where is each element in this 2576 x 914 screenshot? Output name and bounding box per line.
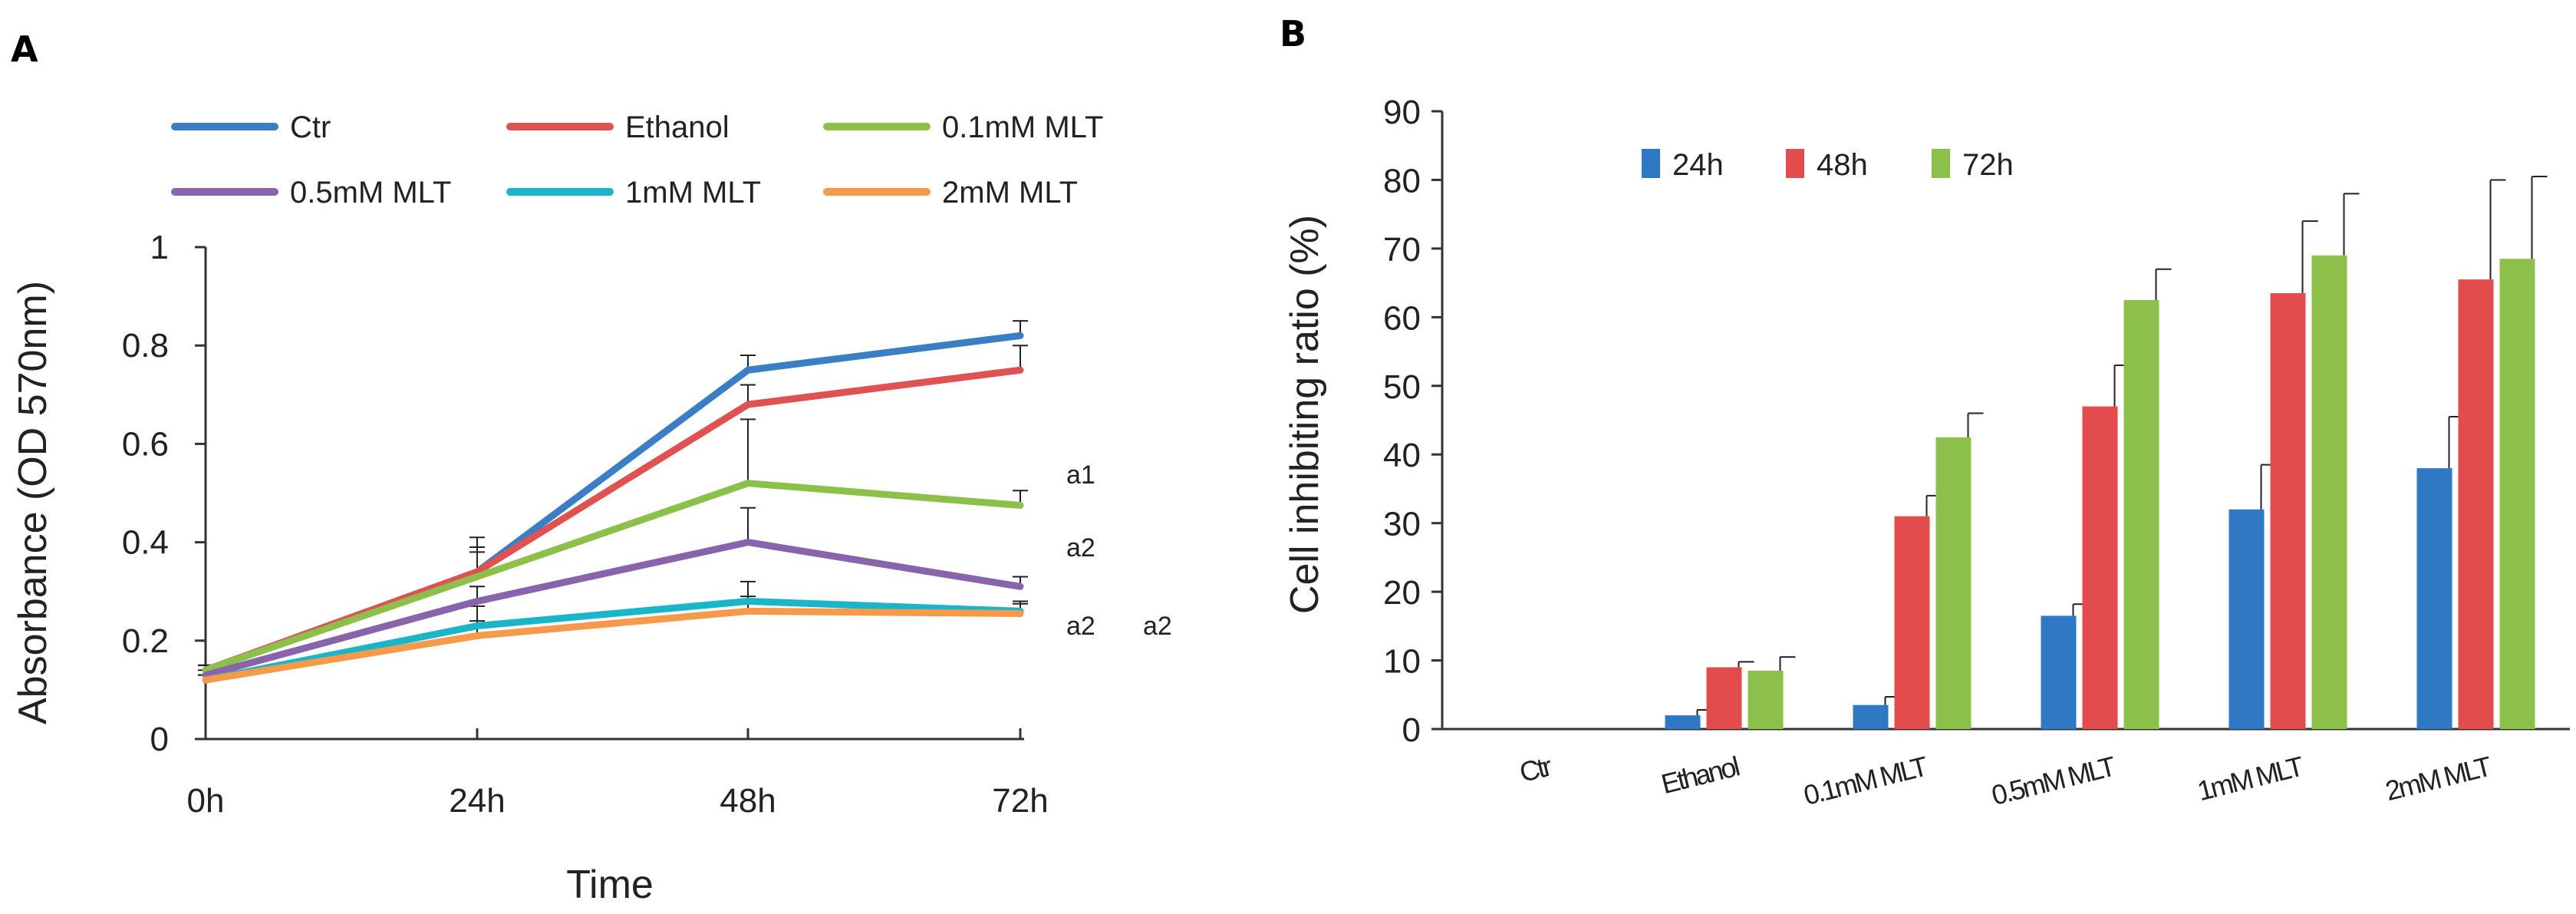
series-line-2mm-mlt [202,607,1024,684]
significance-annotation: a2 [1066,612,1095,641]
y-tick-label: 50 [1383,368,1421,406]
panel-b: B 0 10 20 30 40 50 60 70 80 90 Ctr Ethanol 0.1mM ML… [1280,13,2570,811]
panel-a-label: A [11,28,38,70]
bar-72h-4 [2311,255,2347,729]
bar-24h-1 [1665,715,1701,729]
bar-24h-5 [2416,468,2452,729]
x-tick-label: 48h [720,782,776,820]
y-tick-label: 60 [1383,299,1421,337]
bar-48h-2 [1894,516,1930,729]
category-label: Ctr [1517,750,1556,788]
panel-b-category-labels: Ctr Ethanol 0.1mM MLT 0.5mM MLT 1mM MLT 2mM M… [1517,750,2495,811]
category-label: 0.1mM MLT [1800,750,1931,811]
bar-48h-4 [2270,293,2306,729]
series-line-0-5mm-mlt [202,539,1024,679]
significance-annotation: a2 [1066,533,1095,563]
panel-b-bars [1665,175,2548,729]
panel-b-y-ticks: 0 10 20 30 40 50 60 70 80 90 [1383,94,1442,749]
legend-swatch [1786,149,1804,178]
panel-a-legend: Ctr Ethanol 0.1mM MLT 0.5mM MLT 1mM MLT 2mM M… [171,111,1103,210]
bar-48h-5 [2458,279,2494,729]
bar-72h-3 [2123,299,2159,729]
y-tick-label: 0 [1402,711,1421,749]
panel-a-x-ticks: 0h 24h 48h 72h [187,728,1049,820]
legend-label: 0.5mM MLT [290,176,451,210]
bar-72h-1 [1748,670,1784,729]
legend-label: 0.1mM MLT [942,111,1103,144]
legend-label: Ethanol [625,111,730,144]
x-tick-label: 24h [449,782,505,820]
legend-swatch [1642,149,1660,178]
y-tick-label: 40 [1383,437,1421,474]
y-tick-label: 30 [1383,506,1421,543]
panel-b-legend: 24h 48h 72h [1642,148,2014,182]
panel-b-y-axis-title: Cell inhibiting ratio (%) [1283,215,1327,614]
y-tick-label: 1 [150,229,169,266]
x-tick-label: 0h [187,782,225,820]
panel-b-label: B [1280,13,1306,54]
significance-annotation: a2 [1143,612,1172,641]
series-line-0-1mm-mlt [202,480,1024,674]
y-tick-label: 0.2 [122,622,169,660]
bar-24h-4 [2228,509,2265,729]
panel-a-series-lines [202,332,1024,684]
bar-72h-2 [1935,437,1972,729]
panel-a-x-axis-title: Time [566,863,654,907]
y-tick-label: 0 [150,721,169,758]
panel-a-y-axis-title: Absorbance (OD 570nm) [11,281,55,724]
y-tick-label: 0.8 [122,327,169,365]
legend-label: 48h [1817,148,1868,182]
bar-48h-3 [2082,406,2118,729]
panel-a: A Ctr Ethanol 0.1mM MLT 0.5mM MLT 1mM MLT 2mM… [11,28,1172,907]
legend-swatch [1932,149,1950,178]
y-tick-label: 10 [1383,643,1421,681]
bar-24h-3 [2041,615,2077,729]
y-tick-label: 80 [1383,162,1421,200]
legend-label: Ctr [290,111,331,144]
category-label: 0.5mM MLT [1988,750,2119,811]
bar-24h-2 [1853,704,1889,729]
legend-label: 1mM MLT [625,176,761,210]
bar-72h-5 [2499,259,2535,729]
category-label: 1mM MLT [2194,750,2307,807]
legend-label: 24h [1672,148,1724,182]
x-tick-label: 72h [992,782,1048,820]
y-tick-label: 90 [1383,94,1421,131]
panel-a-annotations: a1 a2 a2 a2 [1066,460,1172,641]
y-tick-label: 0.4 [122,524,169,562]
legend-label: 2mM MLT [942,176,1078,210]
panel-a-y-ticks: 0 0.2 0.4 0.6 0.8 1 [122,229,206,758]
category-label: Ethanol [1658,751,1741,800]
y-tick-label: 20 [1383,574,1421,612]
series-line-1mm-mlt [202,598,1024,684]
legend-label: 72h [1962,148,2014,182]
y-tick-label: 0.6 [122,425,169,463]
significance-annotation: a1 [1066,460,1095,490]
category-label: 2mM MLT [2382,750,2495,807]
bar-48h-1 [1706,667,1742,729]
y-tick-label: 70 [1383,231,1421,269]
